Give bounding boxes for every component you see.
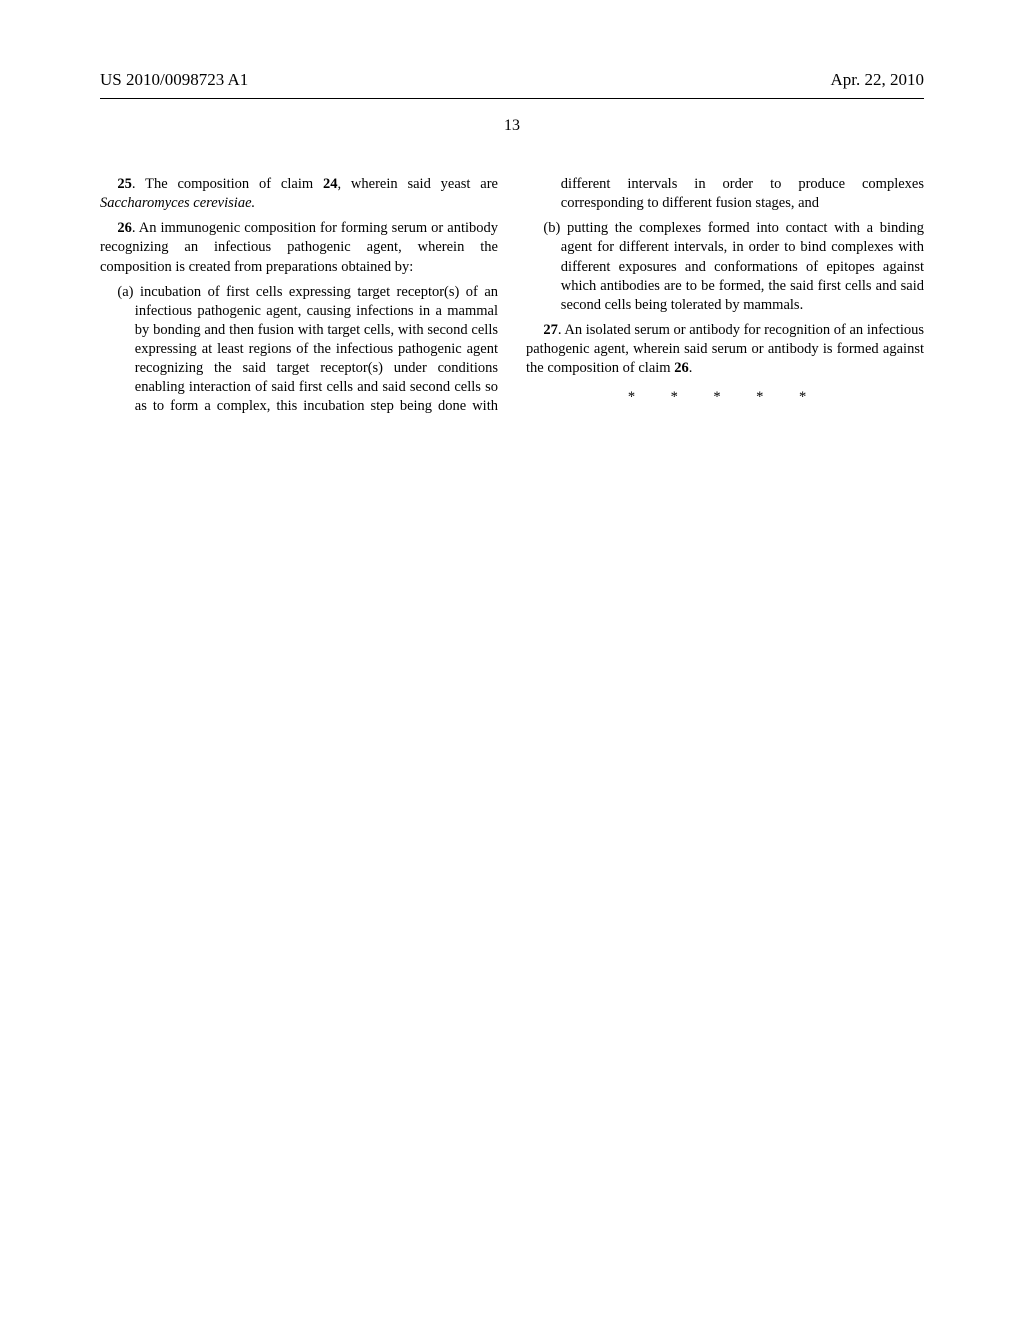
claim-26: 26. An immunogenic composition for formi… [100,219,498,276]
claim-27-text2: . [689,360,693,376]
claim-25-text2: , wherein said yeast are [337,176,498,192]
claim-27-number: 27 [543,322,558,338]
page-number: 13 [100,117,924,135]
header-rule [100,98,924,99]
publication-number: US 2010/0098723 A1 [100,70,248,90]
claim-26-lead: . An immunogenic composition for forming… [100,220,498,274]
claim-25-number: 25 [117,176,132,192]
claim-25-text1: . The composition of claim [132,176,323,192]
claims-body: 25. The composition of claim 24, wherein… [100,175,924,417]
claim-25-ref: 24 [323,176,338,192]
claim-25: 25. The composition of claim 24, wherein… [100,175,498,213]
claim-27-ref: 26 [674,360,689,376]
claim-27-text1: . An isolated serum or antibody for reco… [526,322,924,376]
end-marker: * * * * * [526,388,924,407]
claim-25-italic: Saccharomyces cerevisiae. [100,195,255,211]
publication-date: Apr. 22, 2010 [831,70,925,90]
claim-26-b: (b) putting the complexes formed into co… [526,219,924,315]
claim-26-number: 26 [117,220,132,236]
claim-27: 27. An isolated serum or antibody for re… [526,321,924,378]
